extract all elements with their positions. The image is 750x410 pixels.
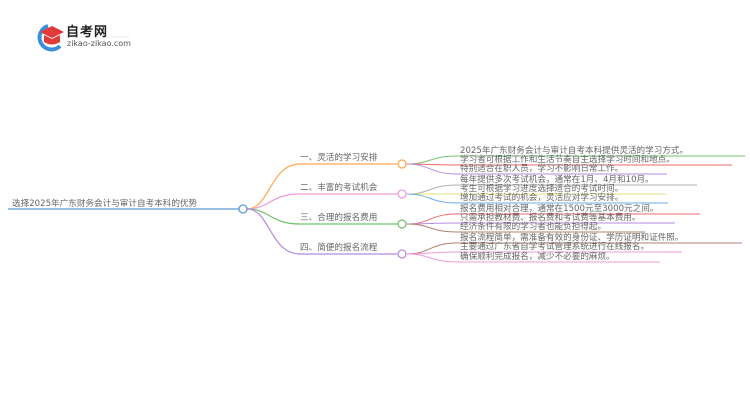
leaf-node[interactable]: 只需承担教材费、报名费和考试费等基本费用。 <box>460 213 641 223</box>
leaf-node[interactable]: 报名流程简单，需准备有效的身份证、学历证明和证件照。 <box>460 233 684 243</box>
branch-expand-circle <box>397 159 407 169</box>
branch-node[interactable]: 三、合理的报名费用 <box>300 213 378 223</box>
branch-node[interactable]: 四、简便的报名流程 <box>300 243 378 253</box>
leaf-node[interactable]: 增加通过考试的机会，灵活应对学习安排。 <box>460 193 624 203</box>
branch-expand-circle <box>397 219 407 229</box>
leaf-connector <box>406 193 668 204</box>
branch-node[interactable]: 二、丰富的考试机会 <box>300 183 378 193</box>
root-expand-circle <box>238 204 248 214</box>
leaf-node[interactable]: 考生可根据学习进度选择适合的考试时间。 <box>460 184 624 194</box>
leaf-connector <box>406 163 667 175</box>
leaf-connector <box>406 253 660 263</box>
leaf-node[interactable]: 报名费用相对合理，通常在1500元至3000元之间。 <box>460 204 659 214</box>
branch-expand-circle <box>397 189 407 199</box>
root-node[interactable]: 选择2025年广东财务会计与审计自考本科的优势 <box>12 199 198 209</box>
branch-connector <box>246 208 397 225</box>
leaf-node[interactable]: 学习者可根据工作和生活节奏自主选择学习时间和地点。 <box>460 155 675 165</box>
logo-url: zikao-zikao.com <box>67 39 131 48</box>
branch-connector <box>246 193 397 210</box>
graduation-cap-logo-icon <box>37 24 64 52</box>
leaf-node[interactable]: 确保顺利完成报名，减少不必要的麻烦。 <box>460 252 615 262</box>
branch-node[interactable]: 一、灵活的学习安排 <box>300 153 378 163</box>
leaf-node[interactable]: 经济条件有限的学习者也能负担得起。 <box>460 222 607 232</box>
leaf-node[interactable]: 特别适合在职人员，学习不影响日常工作。 <box>460 164 624 174</box>
leaf-node[interactable]: 2025年广东财务会计与审计自考本科提供灵活的学习方式。 <box>460 146 689 156</box>
branch-expand-circle <box>397 249 407 259</box>
leaf-connector <box>406 223 645 233</box>
logo-title: 自考网 <box>66 25 109 40</box>
branch-connector <box>246 163 397 210</box>
leaf-node[interactable]: 每年提供多次考试机会，通常在1月、4月和10月。 <box>460 175 654 185</box>
leaf-node[interactable]: 主要通过广东省自学考试管理系统进行在线报名。 <box>460 242 650 252</box>
branch-connector <box>246 208 397 255</box>
